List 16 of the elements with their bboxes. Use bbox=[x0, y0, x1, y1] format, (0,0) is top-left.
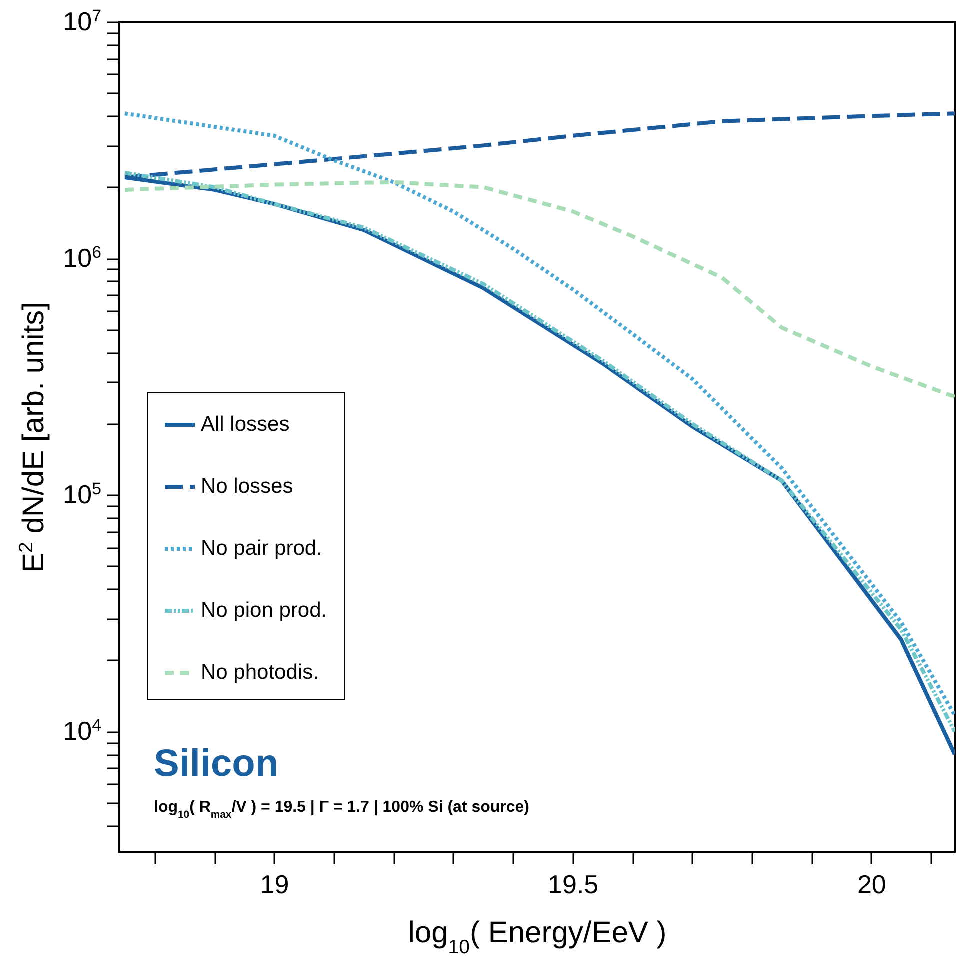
legend-label: No pair prod. bbox=[201, 537, 322, 560]
line-series bbox=[122, 180, 955, 399]
y-tick-label: 10$^{4}$ bbox=[63, 716, 102, 746]
x-tick-label: 19.5 bbox=[548, 870, 599, 900]
annotation: log$_{10}$( R$_{max}$/V ) = 19.5 | Γ = 1.7 | 100% Si (at source) bbox=[154, 799, 530, 820]
legend-label: No pion prod. bbox=[201, 599, 328, 622]
legend-label: No losses bbox=[201, 475, 294, 498]
legend-label: No photodis. bbox=[201, 661, 319, 684]
x-tick-label: 19 bbox=[260, 870, 290, 900]
legend-label: All losses bbox=[201, 413, 290, 436]
annotation: Silicon bbox=[154, 743, 279, 785]
y-tick-label: 10$^{6}$ bbox=[63, 242, 102, 274]
y-tick-label: 10$^{5}$ bbox=[63, 479, 102, 510]
y-tick-label: 10$^{7}$ bbox=[63, 6, 102, 36]
x-axis-title: log$_{10}$( Energy/EeV ) bbox=[408, 916, 667, 958]
x-tick-label: 20 bbox=[857, 870, 886, 900]
